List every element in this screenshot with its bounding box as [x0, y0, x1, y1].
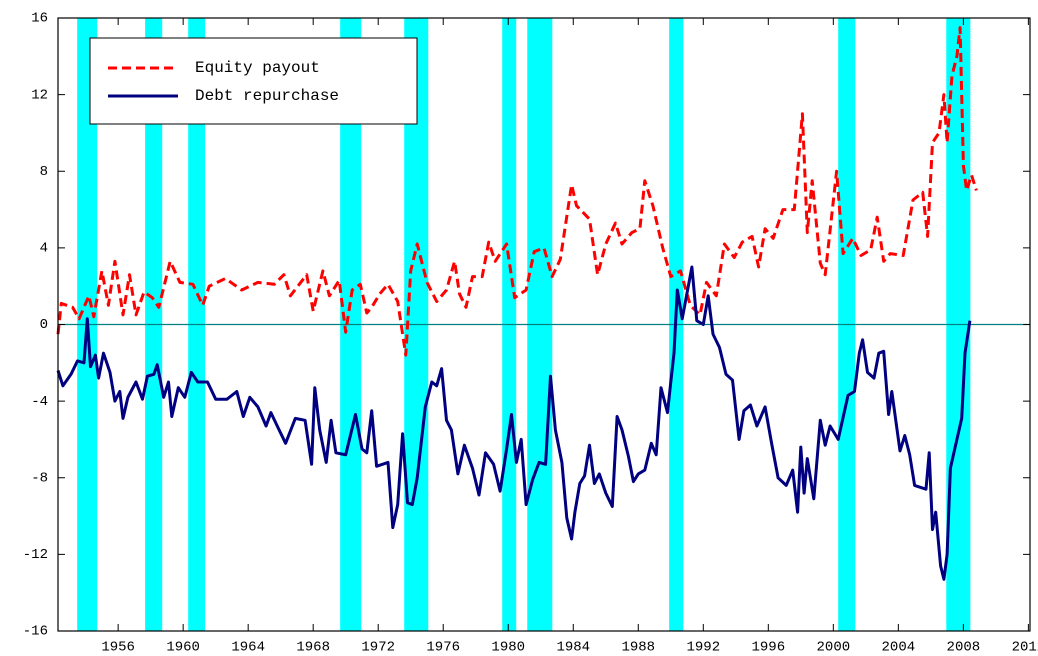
x-tick-label: 2000	[817, 640, 851, 656]
legend-label: Debt repurchase	[195, 87, 339, 105]
x-tick-label: 1968	[296, 640, 330, 656]
x-tick-label: 1964	[231, 640, 265, 656]
legend-label: Equity payout	[195, 59, 320, 77]
x-tick-label: 1996	[752, 640, 786, 656]
x-tick-label: 1956	[101, 640, 135, 656]
y-tick-label: 4	[40, 241, 48, 257]
y-tick-label: 12	[31, 87, 48, 103]
y-tick-label: 0	[40, 317, 48, 333]
x-tick-label: 1984	[556, 640, 590, 656]
series-line	[56, 265, 972, 581]
x-tick-label: 1980	[491, 640, 525, 656]
y-tick-label: 8	[40, 164, 48, 180]
y-tick-label: -8	[31, 470, 48, 486]
x-tick-label: 2008	[947, 640, 981, 656]
legend: Equity payout Debt repurchase	[89, 37, 418, 125]
y-tick-label: -4	[31, 394, 48, 410]
legend-box	[89, 37, 418, 125]
x-tick-label: 1992	[686, 640, 720, 656]
x-tick-label: 1988	[621, 640, 655, 656]
x-tick-label: 1972	[361, 640, 395, 656]
x-tick-label: 2004	[882, 640, 916, 656]
y-tick-label: -12	[23, 547, 48, 563]
series-line	[56, 26, 978, 357]
x-tick-label: 1976	[426, 640, 460, 656]
x-tick-label: 1960	[166, 640, 200, 656]
y-tick-label: -16	[23, 624, 48, 640]
x-tick-label: 2012	[1012, 640, 1038, 656]
y-tick-label: 16	[31, 11, 48, 27]
